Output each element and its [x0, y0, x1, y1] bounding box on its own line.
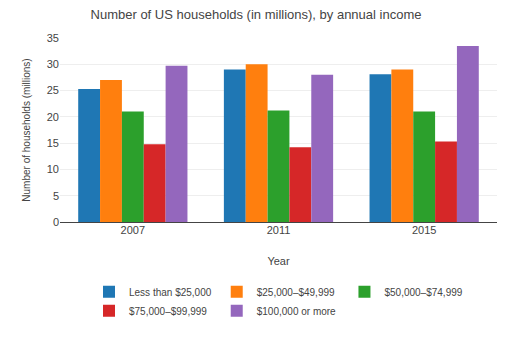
svg-text:Less than $25,000: Less than $25,000 — [129, 287, 212, 298]
svg-text:$25,000–$49,999: $25,000–$49,999 — [257, 287, 335, 298]
svg-text:25: 25 — [47, 84, 59, 96]
svg-text:10: 10 — [47, 163, 59, 175]
svg-text:2007: 2007 — [121, 224, 145, 236]
svg-text:30: 30 — [47, 58, 59, 70]
svg-text:$100,000 or more: $100,000 or more — [257, 306, 336, 317]
svg-text:5: 5 — [53, 190, 59, 202]
svg-text:2015: 2015 — [412, 224, 436, 236]
svg-text:Number of US households (in mi: Number of US households (in millions), b… — [91, 7, 422, 22]
svg-text:15: 15 — [47, 137, 59, 149]
svg-text:$50,000–$74,999: $50,000–$74,999 — [384, 287, 462, 298]
svg-text:Year: Year — [267, 255, 290, 267]
svg-text:20: 20 — [47, 111, 59, 123]
svg-text:Number of households (millions: Number of households (millions) — [21, 58, 32, 201]
svg-text:$75,000–$99,999: $75,000–$99,999 — [129, 306, 207, 317]
svg-text:35: 35 — [47, 32, 59, 44]
svg-text:0: 0 — [53, 216, 59, 228]
svg-text:2011: 2011 — [267, 224, 291, 236]
